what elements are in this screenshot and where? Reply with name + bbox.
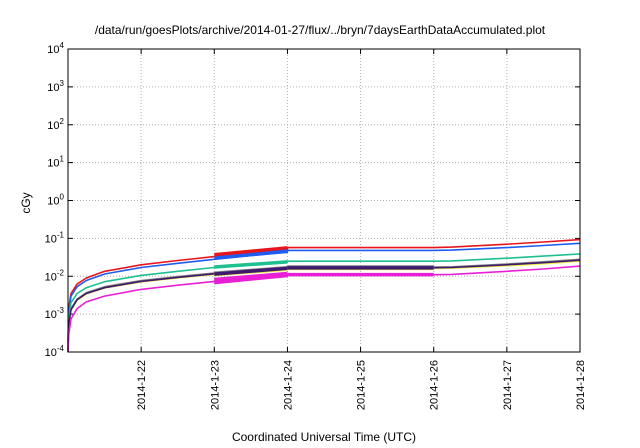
x-axis-label: Coordinated Universal Time (UTC)	[232, 430, 416, 444]
y-tick-label: 104	[47, 41, 64, 56]
y-tick-label: 103	[47, 79, 64, 94]
thick-segment-1	[214, 246, 288, 257]
y-tick-exponent: 2	[60, 117, 65, 126]
x-axis-ticks: 2014-1-22 2014-1-23 2014-1-24 2014-1-25 2014…	[136, 49, 587, 410]
y-tick-base: 10	[45, 309, 57, 321]
y-tick-label: 10-1	[45, 230, 65, 245]
x-tick-label: 2014-1-25	[356, 360, 368, 410]
series-lines	[67, 238, 581, 353]
thick-segment-2	[214, 249, 288, 260]
y-tick-exponent: 3	[60, 79, 65, 88]
y-tick-exponent: -2	[57, 268, 65, 277]
y-axis-label: cGy	[19, 192, 33, 213]
series-line-1	[67, 238, 581, 341]
x-tick-label: 2014-1-24	[282, 360, 294, 410]
y-tick-label: 10-2	[45, 268, 65, 283]
y-tick-exponent: 0	[60, 193, 65, 202]
y-tick-label: 10-3	[45, 306, 65, 321]
y-tick-label: 100	[47, 193, 64, 208]
thick-segment-3	[214, 260, 288, 269]
series-line-2	[67, 242, 581, 345]
y-tick-base: 10	[47, 196, 59, 208]
x-tick-label: 2014-1-28	[575, 360, 587, 410]
thick-segment-7	[214, 273, 288, 285]
y-tick-exponent: 1	[60, 155, 65, 164]
y-tick-exponent: 4	[60, 41, 65, 50]
y-tick-base: 10	[45, 347, 57, 359]
thick-segment-6	[214, 266, 288, 276]
y-tick-label: 101	[47, 155, 64, 170]
x-tick-label: 2014-1-27	[502, 360, 514, 410]
y-tick-label: 102	[47, 117, 64, 132]
y-tick-base: 10	[45, 233, 57, 245]
grid	[68, 49, 580, 352]
chart-title: /data/run/goesPlots/archive/2014-01-27/f…	[95, 23, 546, 37]
x-tick-label: 2014-1-26	[429, 360, 441, 410]
y-tick-base: 10	[47, 82, 59, 94]
y-tick-base: 10	[45, 271, 57, 283]
plot-frame	[67, 48, 581, 353]
y-tick-label: 10-4	[45, 344, 65, 359]
series-line-3	[67, 253, 581, 350]
x-tick-label: 2014-1-22	[136, 360, 148, 410]
y-tick-base: 10	[47, 158, 59, 170]
y-tick-exponent: -1	[57, 230, 65, 239]
y-tick-base: 10	[47, 44, 59, 56]
thick-segment-8	[214, 271, 288, 282]
x-tick-label: 2014-1-23	[209, 360, 221, 410]
y-tick-base: 10	[47, 120, 59, 132]
y-tick-exponent: -4	[57, 344, 65, 353]
series-line-7	[67, 265, 581, 353]
y-tick-exponent: -3	[57, 306, 65, 315]
